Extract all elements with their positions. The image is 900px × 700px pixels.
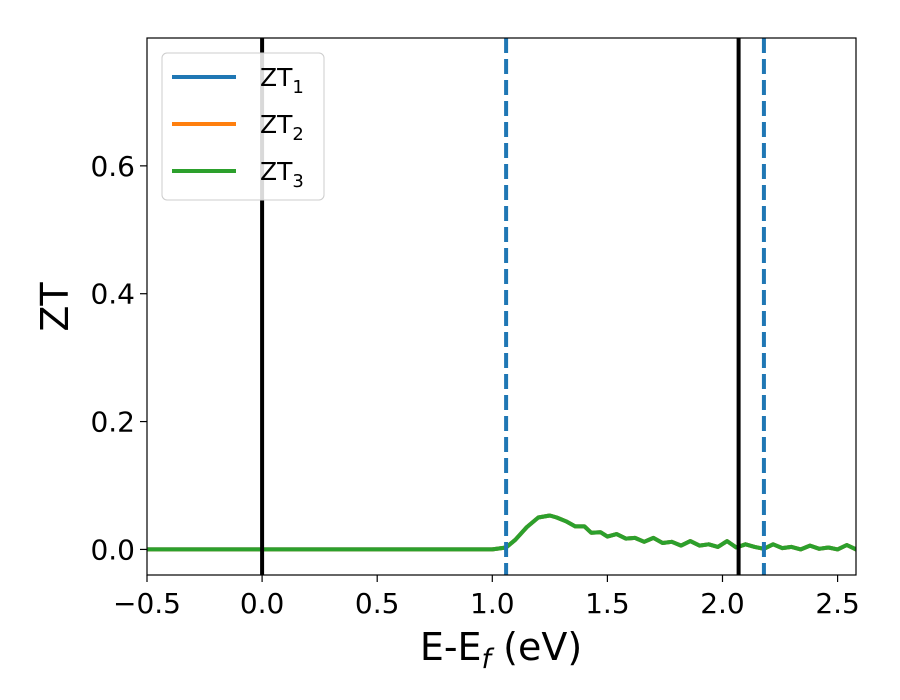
legend-box (161, 52, 325, 201)
y-tick-label: 0.4 (90, 278, 135, 311)
x-tick-label: 1.5 (585, 587, 630, 620)
x-axis-label: E-Ef (eV) (420, 625, 582, 675)
plot-frame (146, 37, 857, 576)
x-tick-label: 0.5 (355, 587, 400, 620)
y-tick-label: 0.2 (90, 406, 135, 439)
y-axis-label: ZT (33, 282, 77, 332)
y-tick-label: 0.0 (90, 533, 135, 566)
x-tick-label: 2.0 (700, 587, 745, 620)
legend-label-2: ZT2 (260, 110, 304, 145)
legend-label-1: ZT1 (260, 63, 304, 98)
x-tick-label: 0.0 (240, 587, 285, 620)
legend: ZT1 ZT2 ZT3 (161, 52, 325, 201)
x-tick-label: −0.5 (113, 587, 181, 620)
y-tick-label: 0.6 (90, 150, 135, 183)
legend-label-3: ZT3 (260, 157, 304, 192)
x-tick-label: 2.5 (815, 587, 860, 620)
series-line-3 (147, 513, 856, 552)
x-axis: −0.5 0.0 0.5 1.0 1.5 2.0 2.5 (113, 575, 860, 620)
y-axis: 0.0 0.2 0.4 0.6 (90, 150, 147, 566)
x-tick-label: 1.0 (470, 587, 515, 620)
